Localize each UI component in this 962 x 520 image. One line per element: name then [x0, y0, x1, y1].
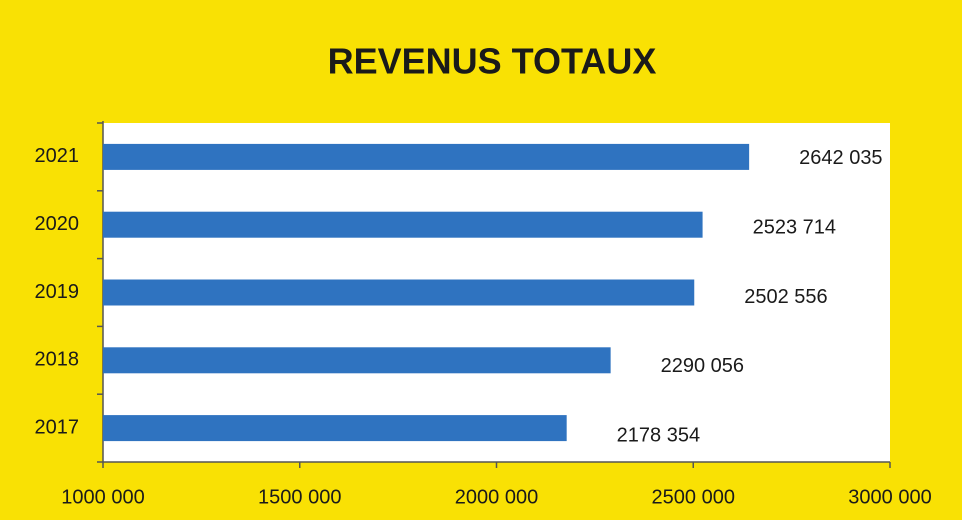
bar [103, 211, 703, 238]
bar [103, 415, 567, 442]
y-tick-label: 2017 [35, 416, 80, 438]
y-tick-label: 2021 [35, 145, 80, 167]
data-label: 2178 354 [617, 424, 700, 446]
bar [103, 279, 695, 306]
data-label: 2502 556 [744, 286, 827, 308]
bar [103, 143, 750, 170]
x-tick-label: 3000 000 [848, 486, 931, 508]
bar [103, 347, 611, 374]
data-label: 2523 714 [753, 216, 836, 238]
x-tick-label: 2000 000 [455, 486, 538, 508]
x-tick-label: 2500 000 [652, 486, 735, 508]
y-tick-label: 2020 [35, 213, 80, 235]
x-tick-label: 1500 000 [258, 486, 341, 508]
chart-title: REVENUS TOTAUX [328, 41, 657, 82]
data-label: 2642 035 [799, 147, 882, 169]
y-tick-label: 2019 [35, 281, 80, 303]
data-label: 2290 056 [661, 355, 744, 377]
x-tick-label: 1000 000 [61, 486, 144, 508]
y-tick-label: 2018 [35, 349, 80, 371]
